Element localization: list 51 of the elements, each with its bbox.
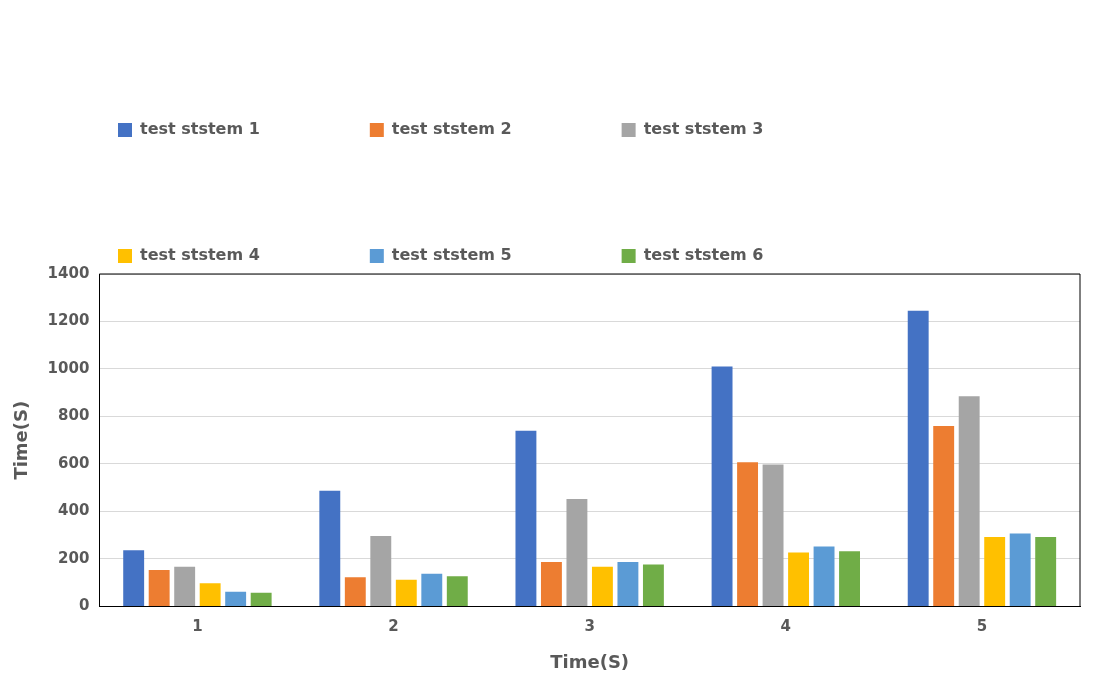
bar — [591, 566, 613, 606]
bar — [370, 535, 392, 606]
x-tick-label: 5 — [976, 617, 988, 636]
x-axis-title: Time(S) — [550, 650, 630, 672]
bar — [1009, 533, 1031, 606]
bar — [540, 562, 562, 606]
bar — [617, 562, 639, 606]
bar — [933, 425, 955, 606]
x-tick-label: 1 — [192, 617, 203, 636]
y-tick-label: 1400 — [47, 263, 90, 282]
bar — [762, 464, 784, 606]
bar — [515, 430, 537, 606]
y-tick-label: 200 — [58, 548, 90, 567]
legend-label: test ststem 5 — [391, 245, 512, 265]
bar — [123, 550, 145, 606]
bar — [958, 396, 980, 606]
bar — [319, 490, 341, 606]
y-tick-label: 0 — [78, 596, 90, 615]
bar — [174, 566, 196, 606]
y-axis-title: Time(S) — [10, 400, 32, 480]
legend-label: test ststem 2 — [391, 119, 512, 139]
legend-label: test ststem 1 — [140, 119, 260, 139]
bar — [446, 576, 468, 606]
bar — [711, 366, 733, 606]
bar — [813, 546, 835, 606]
bar — [907, 310, 929, 606]
bar — [788, 552, 810, 606]
bar — [421, 573, 443, 606]
bar — [984, 537, 1006, 606]
bar — [839, 551, 860, 606]
bar — [566, 499, 588, 606]
bar — [737, 462, 759, 606]
y-tick-label: 1000 — [47, 358, 90, 377]
x-tick-label: 2 — [388, 617, 399, 636]
bar — [642, 564, 664, 606]
x-tick-label: 4 — [780, 617, 792, 636]
y-tick-label: 1200 — [47, 311, 90, 330]
bar — [1035, 537, 1057, 606]
bar — [344, 577, 366, 606]
bar — [250, 592, 272, 606]
bar — [225, 591, 247, 606]
legend-label: test ststem 4 — [140, 245, 260, 265]
bar — [148, 570, 170, 606]
legend-label: test ststem 3 — [643, 119, 764, 139]
y-tick-label: 400 — [58, 501, 90, 520]
bar — [199, 583, 221, 606]
bar — [395, 579, 417, 606]
y-tick-label: 600 — [58, 453, 90, 472]
y-tick-label: 800 — [58, 406, 90, 425]
legend-label: test ststem 6 — [643, 245, 764, 265]
x-tick-label: 3 — [584, 617, 595, 636]
